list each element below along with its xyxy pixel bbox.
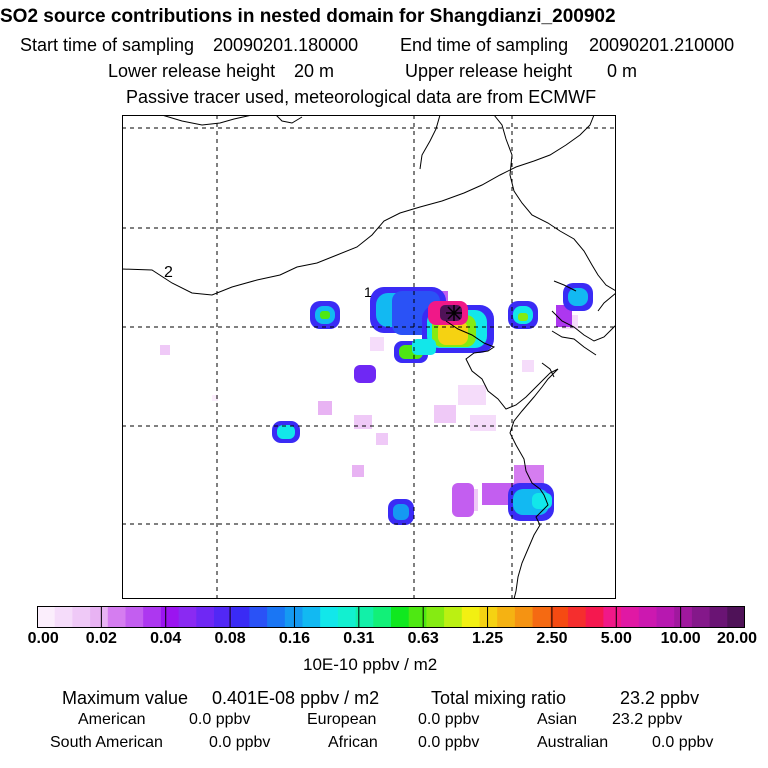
- colorbar-cell: [143, 606, 162, 628]
- upper-release-value: 0 m: [607, 61, 638, 81]
- colorbar-units: 10E-10 ppbv / m2: [303, 655, 438, 674]
- colorbar-cell: [373, 606, 392, 628]
- colorbar-cell: [444, 606, 463, 628]
- map-frame: [122, 115, 616, 599]
- colorbar-tick-label: 1.25: [471, 630, 504, 647]
- colorbar-cell: [550, 606, 569, 628]
- total-mixing-value: 23.2 ppbv: [620, 688, 700, 708]
- colorbar-tick-label: 0.08: [214, 630, 246, 647]
- station-star-marker: [446, 305, 462, 321]
- australian-label: Australian: [537, 734, 609, 751]
- colorbar-tick-label: 10.00: [660, 630, 701, 647]
- colorbar-cell: [72, 606, 91, 628]
- colorbar-cell: [90, 606, 109, 628]
- colorbar-tick-label: 5.00: [600, 630, 632, 647]
- colorbar-cell: [514, 606, 534, 628]
- colorbar-frame: [37, 606, 745, 628]
- map-boundaries: [122, 115, 616, 599]
- colorbar-tick-label: 0.02: [85, 630, 117, 647]
- colorbar-tick-label: 0.04: [150, 630, 182, 647]
- colorbar-cell: [585, 606, 604, 628]
- colorbar-cell: [125, 606, 144, 628]
- colorbar-cell: [231, 606, 250, 628]
- start-time-value: 20090201.180000: [213, 35, 359, 55]
- colorbar-cell: [532, 606, 551, 628]
- colorbar: [37, 606, 745, 628]
- colorbar-cell: [160, 606, 180, 628]
- colorbar-cell: [568, 606, 587, 628]
- colorbar-cell: [479, 606, 498, 628]
- colorbar-tick-label: 0.31: [343, 630, 375, 647]
- colorbar-cell: [497, 606, 516, 628]
- colorbar-cell: [656, 606, 675, 628]
- upper-release-label: Upper release height: [405, 61, 573, 81]
- colorbar-tick-label: 20.00: [716, 630, 758, 647]
- colorbar-cell: [214, 606, 233, 628]
- start-time-label: Start time of sampling: [20, 35, 195, 55]
- colorbar-cell: [727, 606, 745, 628]
- colorbar-tick-label: 0.16: [278, 630, 311, 647]
- lower-release-value: 20 m: [294, 61, 335, 81]
- colorbar-cell: [426, 606, 445, 628]
- colorbar-cell: [37, 606, 56, 628]
- south-american-value: 0.0 ppbv: [209, 734, 271, 751]
- european-value: 0.0 ppbv: [418, 711, 480, 728]
- end-time-label: End time of sampling: [400, 35, 569, 55]
- african-value: 0.0 ppbv: [418, 734, 480, 751]
- colorbar-cell: [408, 606, 427, 628]
- colorbar-cell: [107, 606, 126, 628]
- plot-title: SO2 source contributions in nested domai…: [0, 6, 616, 27]
- colorbar-cell: [709, 606, 728, 628]
- american-value: 0.0 ppbv: [189, 711, 251, 728]
- colorbar-cell: [691, 606, 711, 628]
- map-plot: 2 1: [122, 115, 616, 599]
- max-value-label: Maximum value: [62, 688, 189, 708]
- colorbar-cell: [621, 606, 640, 628]
- colorbar-tick-label: 2.50: [536, 630, 568, 647]
- colorbar-cell: [320, 606, 339, 628]
- colorbar-tick-label: 0.00: [27, 630, 59, 647]
- colorbar-cell: [638, 606, 657, 628]
- colorbar-cell: [461, 606, 480, 628]
- european-label: European: [307, 711, 377, 728]
- colorbar-cell: [302, 606, 321, 628]
- total-mixing-label: Total mixing ratio: [431, 688, 567, 708]
- map-label-1: 1: [364, 284, 372, 300]
- colorbar-cell: [674, 606, 693, 628]
- asian-label: Asian: [537, 711, 578, 728]
- african-label: African: [328, 734, 378, 751]
- colorbar-cell: [196, 606, 215, 628]
- end-time-value: 20090201.210000: [589, 35, 735, 55]
- colorbar-cell: [391, 606, 410, 628]
- colorbar-cell: [337, 606, 357, 628]
- lower-release-label: Lower release height: [108, 61, 276, 81]
- colorbar-cell: [603, 606, 622, 628]
- colorbar-cell: [54, 606, 73, 628]
- south-american-label: South American: [50, 734, 163, 751]
- map-gridlines: [122, 115, 616, 599]
- map-background: [122, 115, 616, 599]
- australian-value: 0.0 ppbv: [652, 734, 714, 751]
- colorbar-cell: [249, 606, 268, 628]
- asian-value: 23.2 ppbv: [612, 711, 683, 728]
- map-label-2: 2: [164, 264, 173, 281]
- colorbar-cell: [355, 606, 374, 628]
- american-label: American: [78, 711, 146, 728]
- max-value: 0.401E-08 ppbv / m2: [212, 688, 380, 708]
- colorbar-cell: [178, 606, 197, 628]
- colorbar-cell: [284, 606, 303, 628]
- tracer-note: Passive tracer used, meteorological data…: [126, 87, 597, 107]
- colorbar-cell: [267, 606, 286, 628]
- colorbar-tick-label: 0.63: [407, 630, 439, 647]
